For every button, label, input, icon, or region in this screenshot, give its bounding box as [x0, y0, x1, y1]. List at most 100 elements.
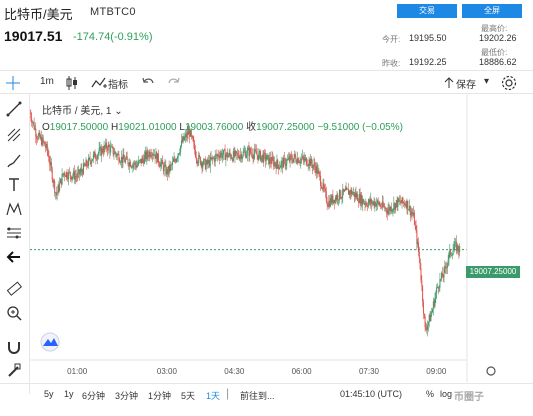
candle-body: [335, 197, 337, 200]
crosshair-icon[interactable]: [4, 74, 22, 92]
candle-body: [116, 154, 118, 157]
candle-body: [144, 152, 146, 156]
candle-body: [267, 154, 269, 156]
candle-body: [51, 168, 53, 181]
candle-body: [397, 198, 399, 207]
candle-body: [409, 205, 411, 216]
settings-gear-icon[interactable]: [500, 74, 518, 92]
candle-body: [371, 199, 373, 205]
candle-body: [374, 202, 376, 207]
cloud-up-icon[interactable]: [443, 74, 455, 92]
candle-body: [390, 206, 392, 211]
candle-body: [445, 267, 447, 269]
candle-body: [148, 155, 150, 158]
text-icon[interactable]: [5, 176, 23, 194]
time-axis-settings-icon[interactable]: [486, 366, 496, 376]
candle-body: [219, 155, 221, 159]
back-arrow-icon[interactable]: [5, 248, 23, 266]
interval-selector[interactable]: 1m: [40, 76, 54, 87]
pattern-icon[interactable]: [5, 200, 23, 218]
candle-body: [45, 145, 47, 148]
candle-body: [184, 136, 186, 140]
zoom-icon[interactable]: [5, 304, 23, 322]
log-scale-toggle[interactable]: log: [440, 389, 453, 399]
undo-icon[interactable]: [140, 74, 156, 92]
percent-scale-toggle[interactable]: %: [426, 389, 435, 399]
candle-body: [277, 159, 279, 165]
candle-body: [231, 158, 233, 160]
time-tick-label: 07:30: [359, 367, 380, 376]
candle-body: [212, 157, 214, 159]
redo-icon[interactable]: [166, 74, 182, 92]
candle-body: [387, 210, 389, 214]
candle-body: [287, 157, 289, 160]
candle-body: [421, 280, 423, 286]
range-5y[interactable]: 5y: [44, 389, 54, 399]
high-key: H: [110, 122, 119, 133]
candle-body: [362, 198, 364, 206]
candle-body: [346, 187, 348, 190]
magnet-icon[interactable]: [5, 338, 23, 356]
tv-logo[interactable]: [40, 332, 60, 352]
forecast-icon[interactable]: [5, 224, 23, 242]
candle-body: [131, 166, 133, 168]
indicators-button[interactable]: 指标: [108, 80, 128, 91]
clock-time[interactable]: 01:45:10 (UTC): [340, 389, 403, 399]
candle-body: [378, 202, 380, 206]
candle-body: [59, 183, 61, 191]
range-1min[interactable]: 1分钟: [148, 391, 172, 401]
lock-draw-icon[interactable]: [5, 362, 23, 380]
candle-body: [203, 159, 205, 165]
candle-body: [437, 286, 439, 289]
candle-body: [455, 241, 457, 252]
candle-body: [225, 155, 227, 160]
candle-body: [166, 169, 168, 175]
chart-legend-title[interactable]: 比特币 / 美元, 1 ⌄: [42, 102, 123, 117]
price-chart[interactable]: 01:00 03:00 04:30 06:00 07:30 09:00: [30, 94, 533, 383]
candle-body: [263, 152, 265, 162]
candle-body: [297, 158, 299, 164]
candle-body: [54, 181, 56, 193]
candle-body: [178, 153, 180, 155]
range-3min[interactable]: 3分钟: [115, 391, 139, 401]
candle-body: [243, 151, 245, 153]
ruler-icon[interactable]: [5, 280, 23, 298]
candle-body: [73, 171, 75, 176]
low-value: 18886.62: [479, 57, 517, 67]
candle-body: [161, 160, 163, 163]
trend-line-icon[interactable]: [5, 100, 23, 118]
candle-body: [441, 272, 443, 278]
brush-icon[interactable]: [5, 152, 23, 170]
legend-collapse-icon[interactable]: ⌄: [114, 106, 123, 117]
candle-body: [136, 165, 138, 168]
range-5d[interactable]: 5天: [181, 391, 196, 401]
candle-body: [62, 173, 64, 175]
candle-body: [41, 137, 43, 145]
candle-body: [240, 154, 242, 157]
candle-body: [224, 149, 226, 160]
candle-body: [67, 177, 69, 179]
fullscreen-button[interactable]: 全屏: [462, 4, 522, 18]
candle-style-icon[interactable]: [64, 74, 80, 92]
save-dropdown-icon[interactable]: ▾: [484, 76, 490, 87]
candle-body: [181, 140, 183, 143]
candle-body: [400, 202, 402, 204]
candle-body: [439, 278, 441, 288]
goto-date-button[interactable]: 前往到...: [240, 391, 275, 401]
candle-body: [174, 158, 176, 161]
candle-body: [208, 160, 210, 167]
candle-body: [419, 258, 421, 269]
pitchfork-icon[interactable]: [5, 126, 23, 144]
save-button[interactable]: 保存: [456, 80, 476, 91]
candle-body: [340, 198, 342, 199]
range-1d[interactable]: 1天: [206, 391, 221, 401]
candle-body: [187, 132, 189, 135]
candle-body: [366, 205, 368, 207]
candle-body: [311, 164, 313, 168]
candle-body: [194, 150, 196, 157]
candle-body: [211, 157, 213, 159]
range-1y[interactable]: 1y: [64, 389, 74, 399]
trade-button[interactable]: 交易: [397, 4, 457, 18]
indicators-icon[interactable]: [90, 74, 108, 92]
range-6min[interactable]: 6分钟: [82, 391, 106, 401]
